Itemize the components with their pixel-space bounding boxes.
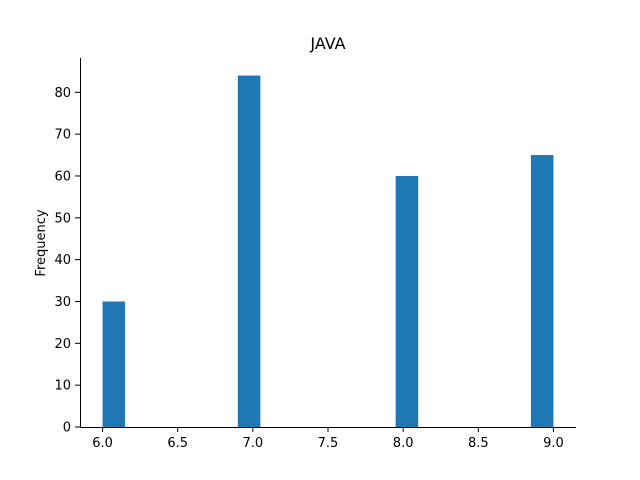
y-tick-label: 70 <box>54 128 71 143</box>
bar-1 <box>237 75 261 428</box>
y-tick-label: 40 <box>54 253 71 268</box>
y-tick-label: 20 <box>54 337 71 352</box>
y-axis-label: Frequency <box>34 209 49 276</box>
x-tick-label: 7.0 <box>243 436 264 451</box>
x-tick-label: 8.5 <box>468 436 489 451</box>
x-tick-label: 6.5 <box>167 436 188 451</box>
y-tick-label: 30 <box>54 295 71 310</box>
bar-3 <box>530 155 554 427</box>
x-tick-label: 7.5 <box>318 436 339 451</box>
y-tick-label: 10 <box>54 379 71 394</box>
y-tick-label: 60 <box>54 169 71 184</box>
y-axis: 0 10 20 30 40 50 60 70 80 <box>54 58 81 436</box>
y-tick-label: 0 <box>63 421 71 436</box>
y-tick-label: 50 <box>54 211 71 226</box>
x-tick-label: 8.0 <box>393 436 414 451</box>
x-tick-label: 6.0 <box>92 436 113 451</box>
x-tick-label: 9.0 <box>543 436 564 451</box>
y-tick-label: 80 <box>54 86 71 101</box>
bars-group <box>102 75 554 428</box>
bar-0 <box>102 301 126 427</box>
x-axis: 6.0 6.5 7.0 7.5 8.0 8.5 9.0 <box>80 427 576 451</box>
chart-title: JAVA <box>309 34 345 53</box>
bar-2 <box>395 175 419 427</box>
